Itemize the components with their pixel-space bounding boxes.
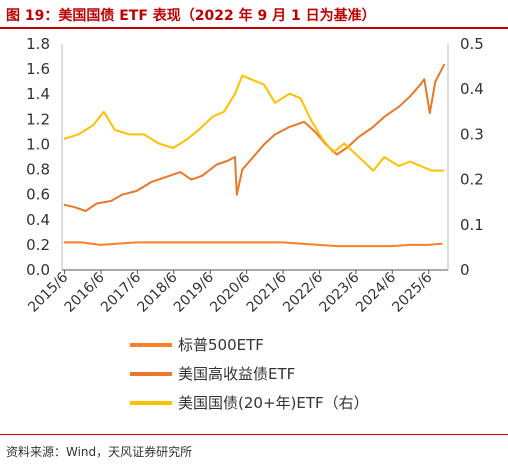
y-left-tick-label: 1.0 bbox=[26, 135, 50, 153]
y-right-tick-label: 0 bbox=[460, 261, 470, 279]
y-left-tick-label: 0.8 bbox=[26, 161, 50, 179]
legend-swatch-treasury bbox=[130, 400, 172, 405]
legend-item-sp500: 标普500ETF bbox=[130, 330, 369, 359]
x-tick-label: 2019/6 bbox=[171, 269, 217, 315]
y-right-tick-label: 0.4 bbox=[460, 80, 484, 98]
line-chart: 0.0 0.2 0.4 0.6 0.8 1.0 1.2 1.4 1.6 1.8 0 0.1 0.2 0.3… bbox=[25, 35, 484, 316]
x-tick-label: 2018/6 bbox=[134, 269, 180, 315]
legend-item-treasury: 美国国债(20+年)ETF（右） bbox=[130, 388, 369, 417]
x-tick-label: 2024/6 bbox=[353, 269, 399, 315]
series-line-highyield bbox=[63, 63, 446, 212]
source-note: 资料来源：Wind，天风证券研究所 bbox=[6, 445, 193, 459]
legend-label-sp500: 标普500ETF bbox=[178, 336, 264, 354]
y-left-tick-label: 1.2 bbox=[26, 110, 50, 128]
title-divider bbox=[0, 27, 508, 29]
legend-label-treasury: 美国国债(20+年)ETF（右） bbox=[178, 394, 369, 412]
series-line-sp500 bbox=[63, 241, 443, 248]
y-right-tick-label: 0.3 bbox=[460, 125, 484, 143]
y-left-tick-label: 0.6 bbox=[26, 186, 50, 204]
legend-label-highyield: 美国高收益债ETF bbox=[178, 365, 296, 383]
y-right-tick-label: 0.5 bbox=[460, 35, 484, 53]
x-tick-label: 2021/6 bbox=[244, 269, 290, 315]
y-left-tick-label: 0.4 bbox=[26, 211, 50, 229]
x-tick-label: 2022/6 bbox=[280, 269, 326, 315]
source-divider bbox=[0, 434, 508, 435]
chart-legend: 标普500ETF 美国高收益债ETF 美国国债(20+年)ETF（右） bbox=[130, 330, 369, 417]
x-tick-label: 2016/6 bbox=[62, 269, 108, 315]
y-left-tick-label: 1.4 bbox=[26, 85, 50, 103]
y-left-tick-label: 1.8 bbox=[26, 35, 50, 53]
y-right-tick-label: 0.2 bbox=[460, 171, 484, 189]
x-tick-label: 2023/6 bbox=[317, 269, 363, 315]
legend-item-highyield: 美国高收益债ETF bbox=[130, 359, 369, 388]
figure-title: 图 19：美国国债 ETF 表现（2022 年 9 月 1 日为基准） bbox=[6, 8, 376, 24]
x-tick-label: 2025/6 bbox=[389, 269, 435, 315]
y-left-tick-label: 1.6 bbox=[26, 60, 50, 78]
legend-swatch-highyield bbox=[130, 371, 172, 376]
legend-swatch-sp500 bbox=[130, 342, 172, 347]
series-line-treasury bbox=[63, 74, 445, 172]
x-tick-label: 2017/6 bbox=[98, 269, 144, 315]
y-left-tick-label: 0.2 bbox=[26, 236, 50, 254]
x-tick-label: 2020/6 bbox=[207, 269, 253, 315]
y-right-tick-label: 0.1 bbox=[460, 216, 484, 234]
y-left-tick-label: 0.0 bbox=[26, 261, 50, 279]
